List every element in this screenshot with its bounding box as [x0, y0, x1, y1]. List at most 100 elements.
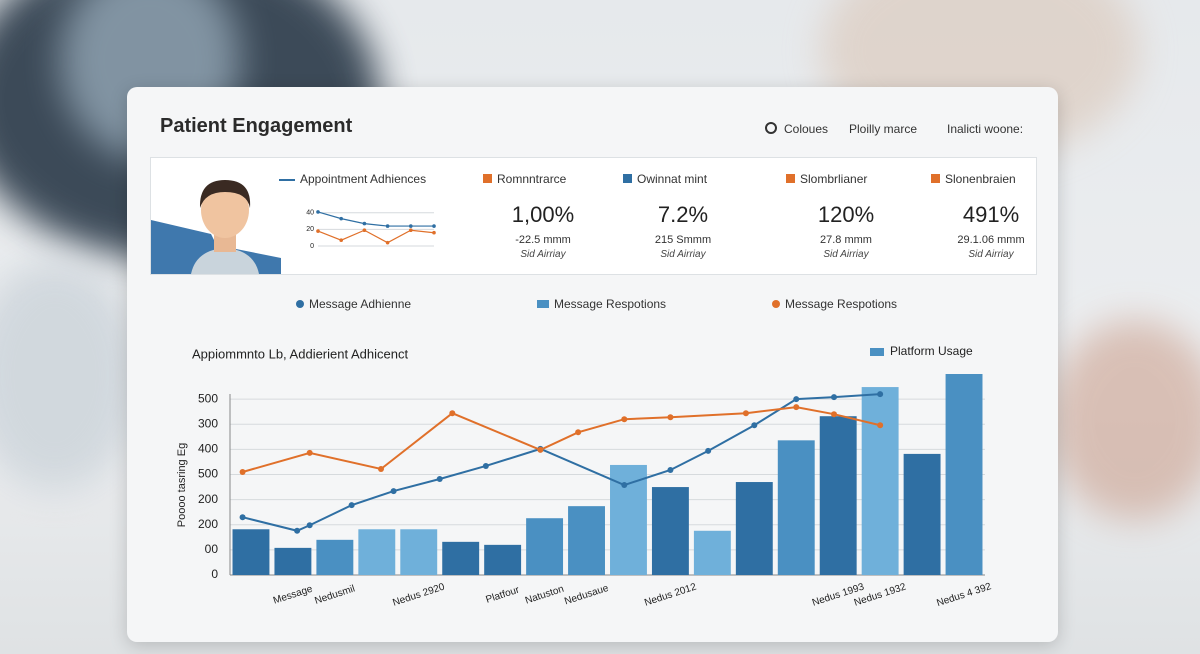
kpi-swatch — [931, 174, 940, 183]
kpi-note: Sid Airriay — [520, 249, 566, 260]
y-tick-label: 500 — [198, 391, 218, 405]
point — [294, 527, 301, 534]
legend-label: Platform Usage — [890, 344, 973, 358]
point — [306, 449, 313, 456]
y-tick-label: 400 — [198, 442, 218, 456]
kpi-note: Sid Airriay — [968, 249, 1014, 260]
action[interactable]: Inalicti woone: — [947, 122, 1024, 136]
kpi-swatch — [623, 174, 632, 183]
kpi-label: Slombrlianer — [786, 172, 867, 186]
point — [385, 240, 390, 245]
point — [831, 411, 837, 418]
bar — [777, 440, 815, 575]
point — [482, 462, 489, 469]
kpi-label: Romnntrarce — [483, 172, 566, 186]
action[interactable]: Ploilly marce — [849, 122, 918, 136]
bar — [945, 374, 983, 575]
icon — [765, 122, 777, 134]
kpi-value: 7.2% — [657, 202, 709, 227]
line — [242, 406, 881, 473]
line — [317, 211, 434, 227]
action[interactable]: Coloues — [784, 122, 829, 136]
kpi-swatch — [483, 174, 492, 183]
legend-swatch — [870, 348, 884, 356]
point — [793, 404, 800, 411]
kpi-panel: Appointment Adhiences Romnntrarce 1,00% -2… — [150, 157, 1037, 275]
point — [705, 447, 712, 454]
point — [409, 228, 413, 233]
point — [877, 422, 884, 429]
bar — [819, 416, 857, 575]
y-tick-label: 40 — [306, 210, 314, 217]
kpi-label-text: Romnntrarce — [497, 172, 567, 186]
legend-swatch — [296, 300, 304, 308]
bar — [316, 539, 354, 575]
x-tick-label: Nedusaue — [563, 583, 610, 608]
point — [667, 414, 674, 421]
point — [362, 221, 367, 226]
legend-label: Message Respotions — [554, 297, 667, 311]
y-tick-label: 200 — [198, 492, 218, 506]
x-tick-label: Natuston — [524, 584, 565, 607]
point — [751, 422, 758, 429]
point — [385, 224, 390, 228]
legend-entry: Message Respotions — [772, 297, 897, 311]
point — [239, 468, 246, 475]
point — [409, 224, 413, 228]
page-title: Patient Engagement — [160, 115, 353, 137]
point — [316, 229, 320, 233]
bar — [861, 387, 899, 575]
avatar — [151, 180, 281, 274]
legend-swatch — [772, 300, 780, 308]
background-shape — [1050, 320, 1200, 520]
bar — [903, 453, 941, 575]
chart-title: Appiommnto Lb, Addierient Adhicenct — [192, 346, 408, 361]
bar — [442, 541, 480, 575]
kpi-detail: -22.5 mmm — [515, 234, 571, 246]
bar — [693, 530, 731, 575]
legend-label: Appointment Adhiences — [300, 172, 427, 186]
kpi-value: 120% — [817, 202, 875, 227]
point — [339, 216, 344, 221]
line — [317, 229, 435, 244]
point — [432, 230, 436, 235]
point — [239, 514, 246, 521]
x-tick-label: Nedus 4 392 — [935, 581, 993, 609]
y-tick-label: 500 — [198, 467, 218, 481]
point — [793, 396, 800, 403]
y-tick-label: 0 — [211, 567, 218, 581]
y-tick-label: 0 — [310, 243, 314, 250]
kpi-value: 1,00% — [511, 202, 575, 227]
bar — [526, 518, 564, 575]
x-tick-label: Nedus 2012 — [643, 581, 698, 608]
point — [432, 224, 436, 228]
x-tick-label: Message — [272, 583, 314, 606]
point — [831, 394, 837, 401]
kpi-swatch — [786, 174, 795, 183]
point — [575, 429, 582, 436]
kpi-label: Owinnat mint — [623, 172, 707, 186]
point — [449, 410, 456, 417]
kpi-label-text: Slonenbraien — [945, 172, 1016, 186]
point — [621, 416, 628, 423]
kpi-detail: 29.1.06 mmm — [957, 234, 1025, 246]
kpi-label: Slonenbraien — [931, 172, 1016, 186]
kpi-value: 491% — [962, 202, 1020, 227]
point — [537, 446, 544, 453]
kpi-detail: 215 Smmm — [654, 234, 712, 246]
y-tick-label: 00 — [205, 542, 219, 556]
kpi-label-text: Slombrlianer — [800, 172, 868, 186]
y-tick-label: 300 — [198, 416, 218, 430]
bar — [274, 547, 312, 575]
legend-entry: Message Respotions — [537, 297, 666, 311]
point — [316, 210, 320, 214]
point — [621, 482, 628, 489]
bar — [358, 529, 396, 575]
bar — [735, 482, 773, 575]
point — [348, 502, 355, 509]
legend-label: Message Respotions — [785, 297, 898, 311]
background-shape — [0, 260, 140, 490]
point — [742, 410, 749, 417]
